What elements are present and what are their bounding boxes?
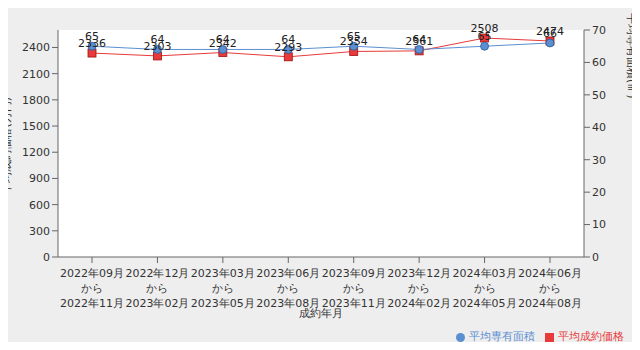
svg-text:平均成約価格(万円): 平均成約価格(万円) — [8, 97, 13, 194]
svg-text:65: 65 — [478, 30, 492, 43]
svg-text:1200: 1200 — [22, 146, 50, 159]
svg-text:65: 65 — [347, 30, 361, 43]
svg-text:900: 900 — [29, 172, 50, 185]
svg-text:2474: 2474 — [536, 25, 564, 38]
svg-text:平均専有面積(㎡): 平均専有面積(㎡) — [625, 13, 632, 99]
svg-text:2023年12月: 2023年12月 — [387, 267, 451, 280]
svg-text:2024年02月: 2024年02月 — [387, 297, 451, 310]
svg-text:2023年02月: 2023年02月 — [125, 297, 189, 310]
svg-text:0: 0 — [43, 251, 50, 264]
svg-text:から: から — [539, 282, 561, 295]
svg-text:2023年05月: 2023年05月 — [191, 297, 255, 310]
svg-text:から: から — [212, 282, 234, 295]
svg-text:2400: 2400 — [22, 41, 50, 54]
svg-text:50: 50 — [592, 89, 606, 102]
svg-text:から: から — [408, 282, 430, 295]
svg-text:0: 0 — [592, 251, 599, 264]
svg-text:64: 64 — [281, 33, 295, 46]
svg-text:600: 600 — [29, 199, 50, 212]
svg-text:2342: 2342 — [208, 36, 237, 50]
svg-text:2023年03月: 2023年03月 — [191, 267, 255, 280]
svg-text:2508: 2508 — [470, 22, 499, 35]
svg-text:30: 30 — [592, 154, 606, 167]
svg-text:2022年11月: 2022年11月 — [60, 297, 124, 310]
svg-text:70: 70 — [592, 24, 606, 37]
svg-text:2023年09月: 2023年09月 — [322, 267, 386, 280]
svg-text:300: 300 — [29, 225, 50, 238]
svg-text:2022年09月: 2022年09月 — [60, 267, 124, 280]
svg-text:2024年08月: 2024年08月 — [518, 297, 582, 310]
svg-text:20: 20 — [592, 186, 606, 199]
svg-text:60: 60 — [592, 56, 606, 69]
svg-text:成約年月: 成約年月 — [299, 307, 343, 320]
svg-text:2100: 2100 — [22, 68, 50, 81]
svg-text:64: 64 — [216, 33, 230, 46]
svg-text:66: 66 — [543, 27, 557, 40]
svg-text:2354: 2354 — [339, 35, 368, 49]
svg-text:2023年08月: 2023年08月 — [256, 297, 321, 310]
svg-text:から: から — [81, 282, 103, 295]
html-text:平均成約価格: 平均成約価格 — [558, 330, 624, 343]
svg-text:1800: 1800 — [22, 94, 50, 107]
svg-text:65: 65 — [85, 30, 99, 43]
svg-text:2023年06月: 2023年06月 — [256, 267, 320, 280]
svg-text:から: から — [343, 282, 365, 295]
svg-text:2024年06月: 2024年06月 — [518, 267, 582, 280]
svg-text:64: 64 — [150, 33, 164, 46]
html-text:平均専有面積: 平均専有面積 — [469, 330, 535, 343]
svg-text:10: 10 — [592, 218, 606, 231]
svg-text:40: 40 — [592, 121, 606, 134]
svg-text:2336: 2336 — [78, 37, 106, 50]
svg-text:2303: 2303 — [143, 39, 172, 53]
svg-text:2024年05月: 2024年05月 — [453, 297, 517, 310]
svg-text:1500: 1500 — [22, 120, 50, 133]
svg-text:から: から — [277, 282, 299, 295]
svg-text:から: から — [474, 282, 496, 295]
svg-text:2022年12月: 2022年12月 — [125, 267, 189, 280]
svg-text:2024年03月: 2024年03月 — [453, 267, 517, 280]
svg-text:2293: 2293 — [274, 40, 303, 54]
svg-text:から: から — [146, 282, 168, 295]
svg-text:2361: 2361 — [405, 34, 434, 48]
svg-text:64: 64 — [412, 33, 426, 46]
svg-text:2023年11月: 2023年11月 — [321, 297, 386, 310]
